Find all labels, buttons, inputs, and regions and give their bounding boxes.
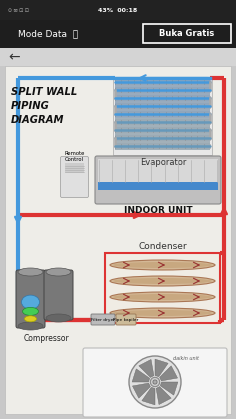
Ellipse shape (113, 278, 212, 284)
Text: PIPING: PIPING (11, 101, 50, 111)
Text: Pipe kapiler: Pipe kapiler (113, 318, 139, 321)
Polygon shape (139, 360, 154, 378)
FancyBboxPatch shape (0, 20, 236, 48)
Text: Buka Gratis: Buka Gratis (159, 29, 215, 38)
Polygon shape (156, 387, 171, 404)
Text: Condenser: Condenser (138, 241, 187, 251)
Polygon shape (160, 382, 178, 395)
Ellipse shape (46, 268, 71, 276)
Text: daikin unit: daikin unit (173, 355, 199, 360)
Text: SPLIT WALL: SPLIT WALL (11, 87, 77, 97)
FancyBboxPatch shape (65, 163, 84, 173)
Circle shape (129, 356, 181, 408)
FancyBboxPatch shape (113, 79, 212, 155)
Polygon shape (142, 387, 155, 405)
Polygon shape (160, 366, 177, 381)
Polygon shape (155, 359, 168, 377)
Ellipse shape (46, 314, 71, 322)
FancyBboxPatch shape (83, 348, 227, 417)
Text: ←: ← (8, 50, 20, 64)
FancyBboxPatch shape (95, 156, 221, 204)
Circle shape (153, 380, 157, 384)
Text: Mode Data  ⓘ: Mode Data ⓘ (18, 29, 78, 39)
FancyBboxPatch shape (44, 270, 73, 320)
FancyBboxPatch shape (91, 314, 115, 325)
FancyBboxPatch shape (98, 182, 218, 190)
Ellipse shape (110, 276, 215, 286)
FancyBboxPatch shape (16, 270, 45, 328)
Text: Filter dryer: Filter dryer (91, 318, 115, 321)
Ellipse shape (110, 260, 215, 270)
Text: Remote: Remote (64, 150, 85, 155)
FancyBboxPatch shape (60, 157, 88, 197)
Text: Evaporator: Evaporator (140, 158, 186, 166)
Polygon shape (132, 369, 150, 382)
FancyBboxPatch shape (143, 24, 231, 43)
Ellipse shape (113, 262, 212, 268)
FancyBboxPatch shape (0, 0, 236, 20)
Text: Compressor: Compressor (24, 334, 69, 342)
Text: Control: Control (65, 157, 84, 161)
Circle shape (150, 378, 160, 387)
FancyBboxPatch shape (105, 253, 220, 323)
Ellipse shape (21, 295, 39, 309)
Ellipse shape (113, 294, 212, 300)
Text: 43%  00:18: 43% 00:18 (98, 8, 138, 13)
Text: DIAGRAM: DIAGRAM (11, 115, 64, 125)
Text: ⊙ ✉ ⊡ ⊡: ⊙ ✉ ⊡ ⊡ (8, 8, 29, 13)
Ellipse shape (25, 316, 37, 322)
Polygon shape (132, 383, 150, 398)
Ellipse shape (18, 268, 43, 276)
Ellipse shape (110, 292, 215, 302)
Ellipse shape (110, 308, 215, 318)
FancyBboxPatch shape (0, 48, 236, 66)
Ellipse shape (18, 322, 43, 330)
Ellipse shape (22, 308, 38, 316)
Ellipse shape (113, 310, 212, 316)
FancyBboxPatch shape (98, 159, 218, 183)
Text: INDOOR UNIT: INDOOR UNIT (124, 205, 192, 215)
FancyBboxPatch shape (5, 66, 231, 414)
FancyBboxPatch shape (116, 314, 136, 325)
